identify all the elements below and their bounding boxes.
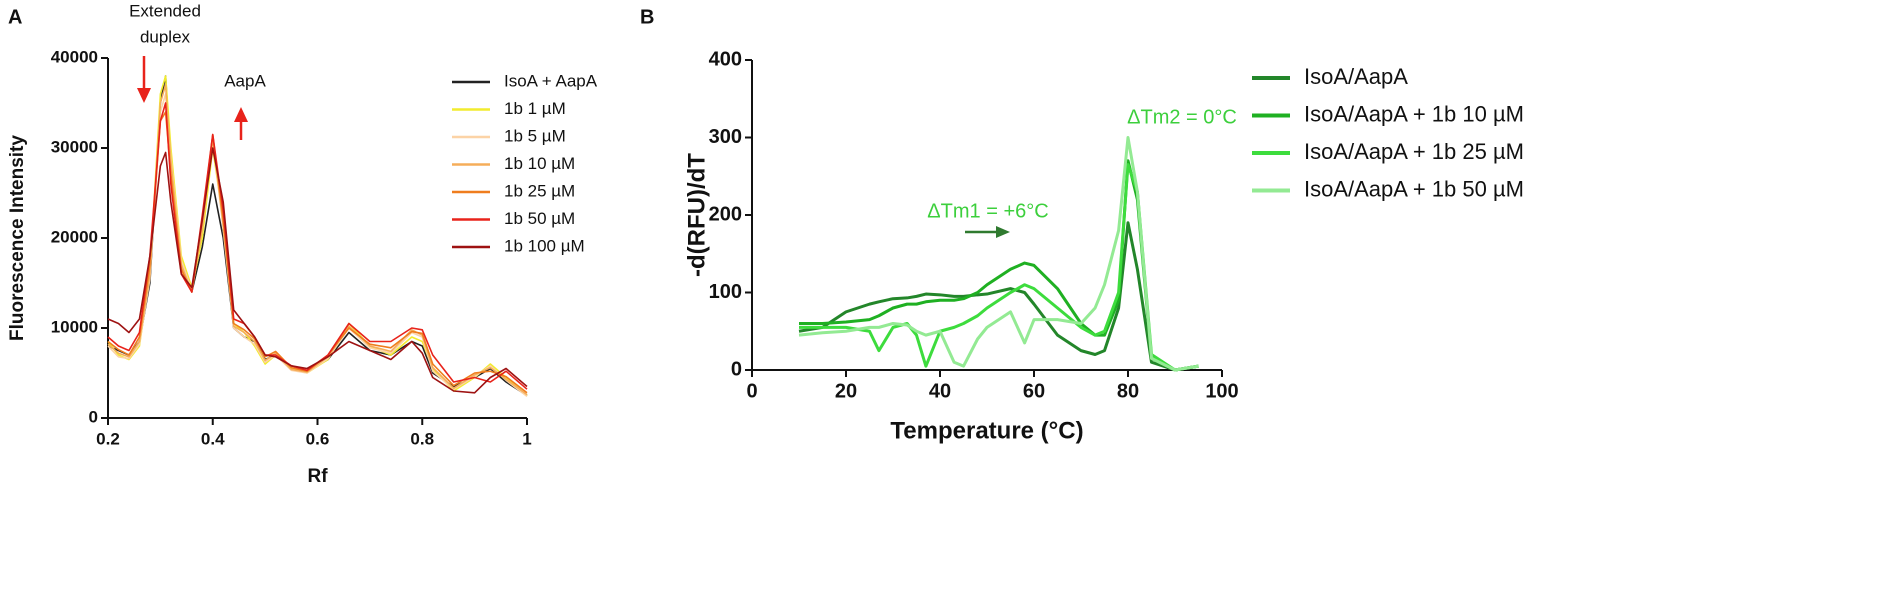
legend-label: 1b 5 µM [504, 126, 566, 145]
annotation: ΔTm2 = 0°C [1127, 106, 1237, 128]
y-tick-label: 40000 [51, 47, 98, 66]
annotation: Extended [129, 1, 201, 20]
panel-label: A [8, 6, 22, 28]
annotation: ΔTm1 = +6°C [927, 200, 1048, 222]
x-tick-label: 0.6 [306, 429, 330, 448]
legend-label: 1b 1 µM [504, 99, 566, 118]
series-line [799, 163, 1199, 372]
y-tick-label: 30000 [51, 137, 98, 156]
legend-label: IsoA/AapA [1304, 64, 1408, 89]
y-tick-label: 400 [709, 48, 742, 70]
x-tick-label: 80 [1117, 380, 1139, 402]
legend-label: 1b 100 µM [504, 236, 585, 255]
legend: IsoA + AapA 1b 1 µM 1b 5 µM 1b 10 µM 1b 25 µ… [452, 71, 598, 255]
x-axis-label: Temperature (°C) [890, 417, 1083, 444]
x-tick-label: 100 [1205, 380, 1238, 402]
series-line [798, 221, 1199, 372]
legend-label: IsoA/AapA + 1b 25 µM [1304, 139, 1524, 164]
arrow [965, 226, 1010, 238]
x-tick-label: 60 [1023, 380, 1045, 402]
legend: IsoA/AapA IsoA/AapA + 1b 10 µM IsoA/AapA +… [1252, 64, 1524, 201]
arrow [137, 56, 248, 140]
annotation: AapA [224, 71, 266, 90]
x-tick-label: 40 [929, 380, 951, 402]
series-line [798, 136, 1199, 372]
y-tick-label: 0 [731, 358, 742, 380]
x-axis-label: Rf [307, 466, 328, 487]
legend-label: IsoA + AapA [504, 71, 598, 90]
x-tick-label: 0 [746, 380, 757, 402]
y-tick-label: 10000 [51, 317, 98, 336]
series-line [107, 75, 528, 397]
annotation: duplex [140, 27, 191, 46]
y-tick-label: 20000 [51, 227, 98, 246]
y-tick-label: 200 [709, 203, 742, 225]
series-line [107, 84, 528, 396]
x-tick-label: 0.2 [96, 429, 120, 448]
x-tick-label: 0.8 [410, 429, 434, 448]
series-line [107, 75, 528, 397]
legend-label: 1b 50 µM [504, 209, 575, 228]
legend-label: IsoA/AapA + 1b 50 µM [1304, 176, 1524, 201]
y-tick-label: 0 [89, 407, 98, 426]
series-line [107, 147, 528, 394]
x-tick-label: 1 [522, 429, 531, 448]
x-tick-label: 20 [835, 380, 857, 402]
y-tick-label: 100 [709, 281, 742, 303]
legend-label: IsoA/AapA + 1b 10 µM [1304, 101, 1524, 126]
y-tick-label: 300 [709, 126, 742, 148]
panel-label: B [640, 6, 654, 28]
series-line [107, 93, 528, 398]
x-tick-label: 0.4 [201, 429, 225, 448]
legend-label: 1b 10 µM [504, 154, 575, 173]
legend-label: 1b 25 µM [504, 181, 575, 200]
y-axis-label: Fluorescence Intensity [7, 135, 28, 341]
y-axis-label: -d(RFU)/dT [683, 153, 710, 277]
